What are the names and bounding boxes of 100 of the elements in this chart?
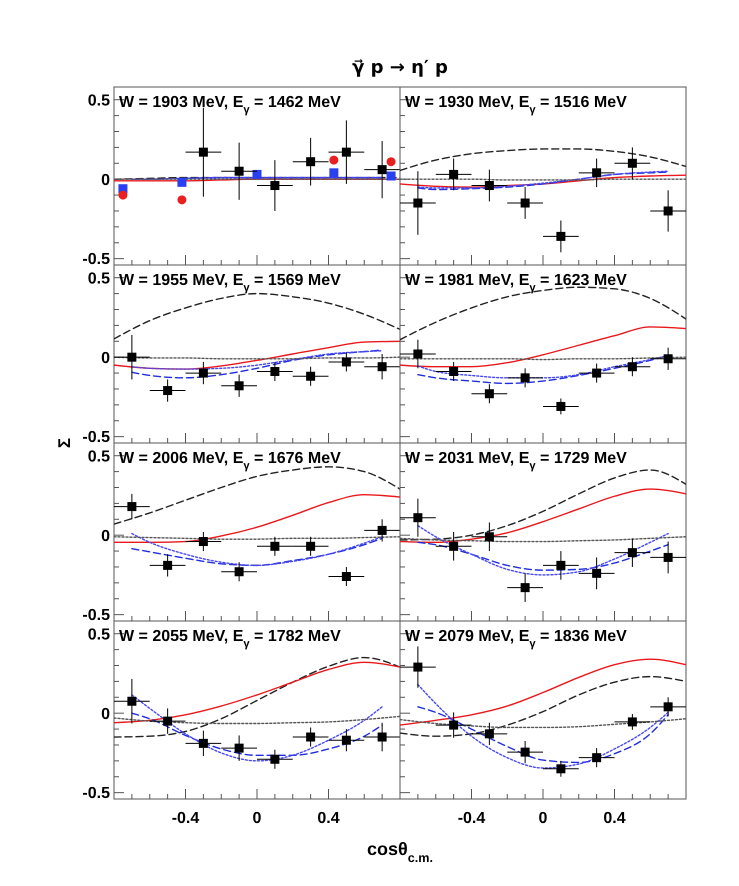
point <box>252 170 262 179</box>
point <box>234 567 244 576</box>
point <box>198 738 208 748</box>
text: W = 1903 MeV, E$_{γ}$ = 1462 MeV <box>119 94 342 116</box>
y-tick-label: -0.5 <box>82 429 110 446</box>
text: γ⃗ p → η′ p <box>352 57 448 78</box>
point <box>378 732 387 742</box>
point <box>484 729 494 738</box>
point <box>177 195 186 204</box>
point <box>592 568 602 578</box>
point <box>386 157 396 166</box>
point <box>592 368 602 378</box>
point <box>664 702 673 712</box>
point <box>306 732 316 742</box>
y-tick-label: 0.5 <box>88 92 110 110</box>
point <box>306 157 316 166</box>
point <box>484 181 494 190</box>
point <box>628 362 637 372</box>
point <box>342 572 351 581</box>
x-tick-label: -0.4 <box>172 810 200 827</box>
y-tick-label: 0 <box>101 172 110 189</box>
x-tick-label: -0.4 <box>458 810 486 827</box>
point <box>520 373 530 382</box>
point <box>378 526 387 535</box>
y-tick-label: 0.5 <box>88 270 110 288</box>
point <box>520 748 530 757</box>
point <box>664 206 673 216</box>
point <box>163 560 172 570</box>
y-tick-label: 0 <box>101 350 110 367</box>
point <box>628 548 637 558</box>
point <box>127 502 136 512</box>
point <box>556 232 566 241</box>
point <box>270 542 280 551</box>
y-tick-label: -0.5 <box>82 607 110 624</box>
point <box>198 368 208 378</box>
x-tick-label: 0 <box>252 810 262 827</box>
point <box>163 716 172 726</box>
point <box>556 764 566 774</box>
x-tick-label: 0 <box>538 810 548 827</box>
point <box>413 662 422 672</box>
point <box>449 542 458 551</box>
point <box>270 754 280 764</box>
point <box>329 168 338 178</box>
point <box>520 198 530 208</box>
point <box>664 552 673 562</box>
text: W = 1930 MeV, E$_{γ}$ = 1516 MeV <box>405 94 628 116</box>
point <box>306 542 316 551</box>
x-axis-title: cosθ$_{c.m.}$ <box>367 839 433 865</box>
point <box>342 357 351 366</box>
text: W = 2055 MeV, E$_{γ}$ = 1782 MeV <box>119 628 342 650</box>
point <box>664 354 673 364</box>
point <box>413 513 422 522</box>
point <box>628 717 637 726</box>
point <box>484 532 494 542</box>
text: W = 1981 MeV, E$_{γ}$ = 1623 MeV <box>405 272 628 294</box>
point <box>270 181 280 190</box>
y-tick-label: 0.5 <box>88 448 110 466</box>
point <box>449 720 458 730</box>
y-axis-title: Σ <box>55 438 74 448</box>
point <box>449 366 458 376</box>
text: W = 2006 MeV, E$_{γ}$ = 1676 MeV <box>119 450 342 472</box>
point <box>592 753 602 762</box>
text: W = 1955 MeV, E$_{γ}$ = 1569 MeV <box>119 272 342 294</box>
point <box>628 158 637 168</box>
point <box>198 148 208 157</box>
point <box>342 736 351 745</box>
point <box>127 352 136 362</box>
point <box>163 386 172 396</box>
text: W = 2031 MeV, E$_{γ}$ = 1729 MeV <box>405 450 628 472</box>
point <box>378 165 387 174</box>
point <box>556 402 566 411</box>
point <box>234 381 244 390</box>
point <box>592 168 602 178</box>
point <box>556 560 566 570</box>
point <box>413 350 422 358</box>
y-tick-label: 0 <box>101 528 110 545</box>
line-series <box>131 694 383 762</box>
point <box>329 156 338 165</box>
y-tick-label: 0.5 <box>88 626 110 644</box>
point <box>118 190 128 200</box>
point <box>378 362 387 372</box>
point <box>270 366 280 376</box>
point <box>449 170 458 179</box>
x-tick-label: 0.4 <box>603 810 626 827</box>
y-tick-label: -0.5 <box>82 251 110 268</box>
point <box>342 148 351 157</box>
point <box>413 198 422 208</box>
y-tick-label: 0 <box>101 706 110 723</box>
point <box>306 372 316 381</box>
point <box>234 166 244 176</box>
point <box>484 389 494 398</box>
point <box>177 178 186 187</box>
line-series <box>131 712 383 756</box>
point <box>386 172 396 180</box>
line-series <box>131 350 383 370</box>
y-tick-label: -0.5 <box>82 785 110 802</box>
point <box>127 696 136 706</box>
point <box>198 537 208 546</box>
point <box>520 583 530 592</box>
x-tick-label: 0.4 <box>317 810 340 827</box>
